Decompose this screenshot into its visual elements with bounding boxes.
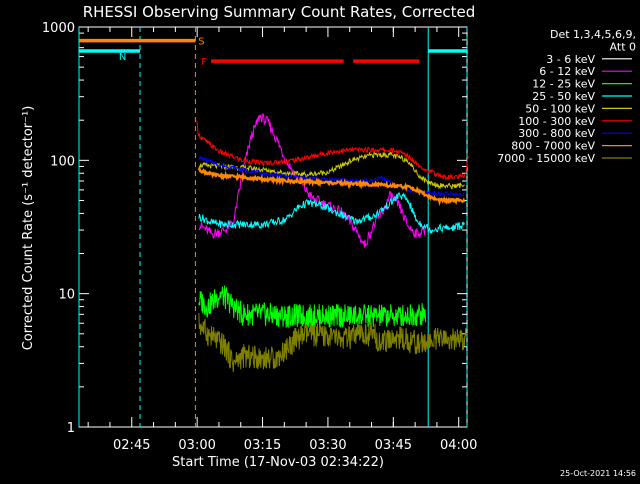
flag-label-n: N (119, 52, 126, 63)
footer-timestamp: 25-Oct-2021 14:56 (560, 469, 636, 478)
series-line (198, 113, 426, 248)
legend-entry-label: 7000 - 15000 keV (497, 152, 595, 165)
series-line (198, 285, 427, 328)
flag-label-f: F (201, 57, 207, 68)
chart-title: RHESSI Observing Summary Count Rates, Co… (83, 3, 476, 21)
series-line (198, 150, 465, 190)
legend-header: Att 0 (610, 40, 636, 53)
x-tick-label: 02:45 (113, 438, 150, 453)
legend-entry-label: 300 - 800 keV (518, 127, 595, 140)
flag-label-s: S (198, 37, 204, 48)
x-tick-label: 03:15 (244, 438, 281, 453)
series-line (196, 120, 469, 182)
y-tick-label: 10 (58, 288, 75, 303)
legend-entry-label: 6 - 12 keV (539, 65, 595, 78)
series-line (198, 313, 468, 373)
series-line (198, 191, 465, 234)
legend-entry-label: 800 - 7000 keV (511, 140, 595, 153)
y-tick-label: 1000 (42, 21, 75, 36)
plot-area: 1 10 100 1000 02:45 03:00 03:15 03:30 03:45 04:00… (42, 21, 478, 453)
x-tick-label: 04:00 (440, 438, 477, 453)
x-axis-label: Start Time (17-Nov-03 02:34:22) (172, 455, 384, 470)
y-axis-label: Corrected Count Rate (s⁻¹ detector⁻¹) (21, 106, 36, 351)
legend-entry-label: 25 - 50 keV (532, 90, 595, 103)
legend-entry-label: 100 - 300 keV (518, 115, 595, 128)
legend-header: Det 1,3,4,5,6,9, (550, 28, 636, 41)
y-tick-label: 100 (50, 154, 75, 169)
legend-entry-label: 50 - 100 keV (525, 102, 595, 115)
x-tick-label: 03:30 (309, 438, 346, 453)
x-tick-label: 03:00 (178, 438, 215, 453)
y-tick-label: 1 (67, 421, 75, 436)
series-line (197, 164, 466, 207)
legend-entry-label: 12 - 25 keV (532, 78, 595, 91)
legend-entry-label: 3 - 6 keV (546, 53, 595, 66)
x-tick-label: 03:45 (375, 438, 412, 453)
